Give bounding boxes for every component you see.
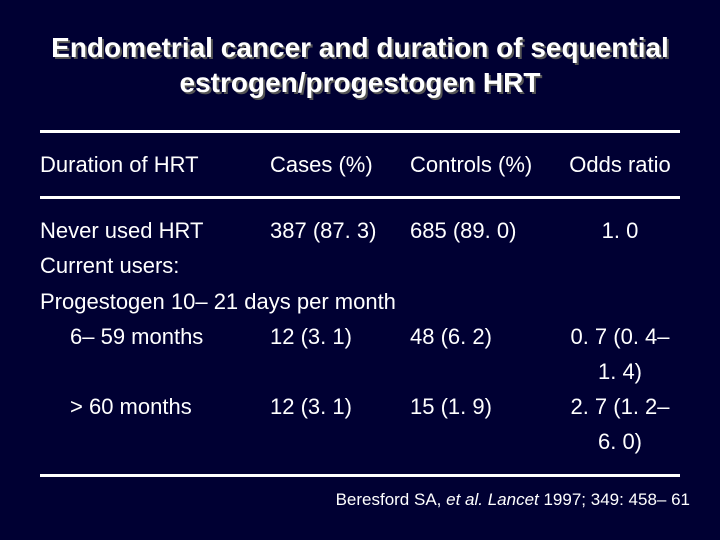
cell-label: Current users: — [40, 248, 179, 283]
cell-label: Never used HRT — [40, 213, 270, 248]
table-row: Never used HRT 387 (87. 3) 685 (89. 0) 1… — [40, 213, 680, 248]
table-body: Never used HRT 387 (87. 3) 685 (89. 0) 1… — [40, 199, 680, 473]
table-row: 6– 59 months 12 (3. 1) 48 (6. 2) 0. 7 (0… — [40, 319, 680, 389]
cell-cases: 12 (3. 1) — [270, 319, 410, 389]
col-header-cases: Cases (%) — [270, 147, 410, 182]
cell-odds: 2. 7 (1. 2– 6. 0) — [560, 389, 680, 459]
slide: Endometrial cancer and duration of seque… — [0, 0, 720, 540]
data-table: Duration of HRT Cases (%) Controls (%) O… — [40, 130, 680, 477]
rule-bottom — [40, 474, 680, 477]
citation-tail: 1997; 349: 458– 61 — [543, 490, 690, 509]
cell-controls: 685 (89. 0) — [410, 213, 560, 248]
cell-odds: 1. 0 — [560, 213, 680, 248]
citation-journal: et al. Lancet — [446, 490, 543, 509]
cell-label: Progestogen 10– 21 days per month — [40, 284, 396, 319]
col-header-odds: Odds ratio — [560, 147, 680, 182]
cell-controls: 15 (1. 9) — [410, 389, 560, 459]
slide-title: Endometrial cancer and duration of seque… — [50, 30, 670, 100]
table-row: Current users: — [40, 248, 680, 283]
cell-cases: 387 (87. 3) — [270, 213, 410, 248]
cell-controls: 48 (6. 2) — [410, 319, 560, 389]
cell-label: 6– 59 months — [70, 319, 270, 389]
table-row: > 60 months 12 (3. 1) 15 (1. 9) 2. 7 (1.… — [40, 389, 680, 459]
cell-cases: 12 (3. 1) — [270, 389, 410, 459]
col-header-duration: Duration of HRT — [40, 147, 270, 182]
cell-odds: 0. 7 (0. 4– 1. 4) — [560, 319, 680, 389]
table-row: Progestogen 10– 21 days per month — [40, 284, 680, 319]
cell-label: > 60 months — [70, 389, 270, 459]
citation-author: Beresford SA, — [336, 490, 447, 509]
table-header-row: Duration of HRT Cases (%) Controls (%) O… — [40, 133, 680, 196]
citation: Beresford SA, et al. Lancet 1997; 349: 4… — [336, 490, 690, 510]
col-header-controls: Controls (%) — [410, 147, 560, 182]
